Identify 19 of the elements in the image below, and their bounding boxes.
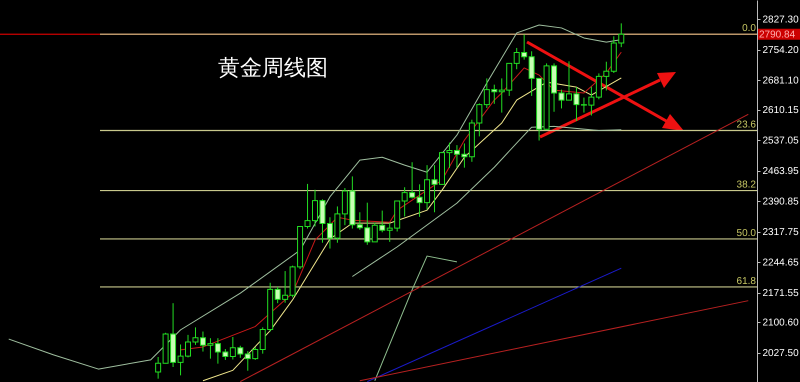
annotation: 38.2 bbox=[736, 180, 756, 191]
annotation: 23.6 bbox=[736, 120, 756, 131]
annotation: 0.0 bbox=[742, 23, 756, 34]
y-tick-label: 2610.15 bbox=[762, 105, 800, 116]
y-tick-label: 2171.55 bbox=[762, 288, 800, 300]
y-tick-label: 2827.30 bbox=[762, 14, 800, 26]
y-tick-label: 2027.50 bbox=[762, 348, 800, 360]
y-tick-label: 2390.85 bbox=[762, 196, 800, 208]
annotation: 50.0 bbox=[736, 228, 756, 239]
y-tick-label: 2100.60 bbox=[762, 318, 800, 329]
annotation: 61.8 bbox=[736, 276, 756, 287]
y-tick-label: 2754.20 bbox=[762, 45, 800, 56]
y-tick-label: 2317.75 bbox=[762, 227, 800, 238]
y-tick-label: 2463.95 bbox=[762, 166, 800, 178]
ref-line-label: 2790.84 bbox=[759, 29, 796, 40]
y-tick-label: 2681.10 bbox=[762, 76, 800, 87]
y-tick-label: 2244.65 bbox=[762, 258, 800, 269]
text: 黄金周线图 bbox=[218, 56, 328, 81]
y-tick-label: 2537.05 bbox=[762, 136, 800, 147]
